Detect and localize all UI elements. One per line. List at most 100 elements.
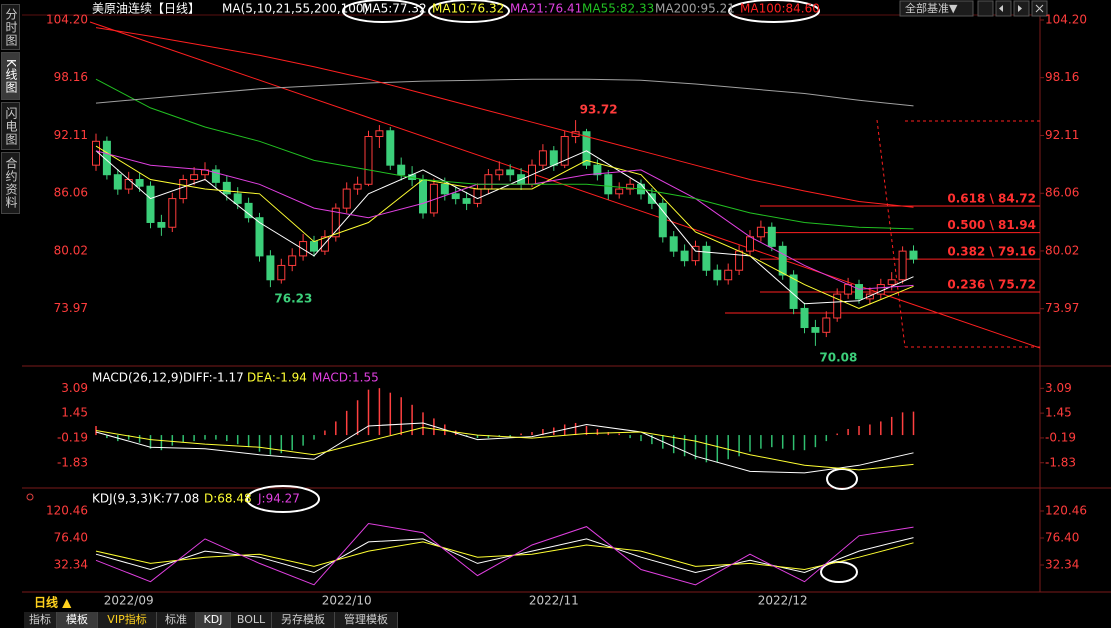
candle-body bbox=[462, 198, 471, 204]
period-button[interactable]: 日线 ▲ bbox=[34, 595, 72, 610]
bottom-tab[interactable]: 管理模板 bbox=[335, 612, 398, 628]
legend-entry: MA21:76.41 bbox=[510, 2, 582, 16]
panel-title: 美原油连续【日线】 bbox=[92, 1, 200, 16]
base-selector-box[interactable] bbox=[899, 0, 974, 17]
legend-entry: MA200:95.21 bbox=[655, 2, 735, 16]
candle-body bbox=[746, 236, 754, 252]
y-tick-label: 76.40 bbox=[54, 530, 88, 544]
legend-entry: MACD:1.55 bbox=[312, 371, 379, 385]
candle-body bbox=[211, 169, 220, 183]
candle-body bbox=[811, 327, 820, 333]
y-tick-label: 120.46 bbox=[46, 504, 88, 518]
ma-label: MA(5,10,21,55,200,100) bbox=[222, 2, 368, 16]
candle-body bbox=[604, 174, 613, 195]
candle-body bbox=[386, 130, 395, 166]
y-tick-label: -0.19 bbox=[57, 430, 88, 444]
prev-button[interactable] bbox=[995, 0, 1012, 17]
candle-body bbox=[222, 181, 231, 195]
candle-body bbox=[767, 226, 776, 247]
bottom-tab[interactable]: 另存模板 bbox=[272, 612, 335, 628]
bottom-tab[interactable]: KDJ bbox=[196, 612, 231, 628]
highlight-ellipse bbox=[342, 0, 424, 23]
y-tick-label: 73.97 bbox=[1045, 301, 1079, 315]
candle-body bbox=[168, 198, 177, 228]
y-tick-label: 32.34 bbox=[1045, 557, 1079, 571]
highlight-ellipse bbox=[728, 0, 820, 23]
legend-entry: J:94.27 bbox=[257, 492, 300, 506]
candle-body bbox=[756, 226, 765, 238]
y-tick-label: 120.46 bbox=[1045, 504, 1087, 518]
side-tab[interactable]: 合约资料 bbox=[1, 152, 20, 214]
indicator-line bbox=[95, 78, 914, 230]
highlight-ellipse bbox=[428, 0, 510, 23]
x-tick-label: 2022/10 bbox=[322, 594, 372, 608]
indicator-line bbox=[95, 522, 914, 586]
y-tick-label: -1.83 bbox=[1045, 455, 1076, 469]
candle-body bbox=[157, 221, 166, 228]
candle-body bbox=[560, 136, 569, 166]
y-tick-label: 80.02 bbox=[54, 243, 88, 257]
candle-body bbox=[593, 164, 602, 176]
bottom-tab[interactable]: BOLL bbox=[231, 612, 272, 628]
y-tick-label: 1.45 bbox=[1045, 406, 1072, 420]
bottom-tab[interactable]: 指标 bbox=[24, 612, 57, 628]
candle-body bbox=[277, 264, 286, 281]
panel-icon bbox=[26, 493, 34, 501]
candle-body bbox=[495, 169, 504, 176]
bottom-tab[interactable]: 模板 bbox=[57, 612, 98, 628]
x-tick-label: 2022/09 bbox=[104, 594, 154, 608]
candle-body bbox=[735, 250, 744, 271]
candle-body bbox=[724, 269, 733, 281]
y-tick-label: 92.11 bbox=[54, 128, 88, 142]
candle-body bbox=[647, 193, 656, 204]
y-tick-label: -0.19 bbox=[1045, 430, 1076, 444]
base-selector[interactable]: 全部基准▼ bbox=[905, 1, 958, 15]
bottom-tab[interactable]: 标准 bbox=[157, 612, 196, 628]
y-tick-label: 3.09 bbox=[61, 381, 88, 395]
legend-entry: MA100:84.60 bbox=[740, 2, 820, 16]
side-tab[interactable]: 闪电图 bbox=[1, 102, 20, 150]
candle-body bbox=[124, 178, 133, 190]
grid-button[interactable] bbox=[977, 0, 994, 17]
fib-label: 0.236 \ 75.72 bbox=[947, 278, 1036, 292]
highlight-ellipse bbox=[826, 468, 858, 490]
candle-body bbox=[364, 136, 373, 185]
legend-entry: MA5:77.32 bbox=[362, 2, 427, 16]
y-tick-label: 98.16 bbox=[54, 70, 88, 84]
bottom-tab[interactable]: VIP指标 bbox=[98, 612, 157, 628]
y-tick-label: 98.16 bbox=[1045, 70, 1079, 84]
y-tick-label: 1.45 bbox=[61, 406, 88, 420]
legend-entry: DIFF:-1.17 bbox=[183, 371, 244, 385]
y-tick-label: 76.40 bbox=[1045, 530, 1079, 544]
legend-entry: DEA:-1.94 bbox=[247, 371, 307, 385]
indicator-line bbox=[95, 422, 914, 474]
candle-body bbox=[179, 178, 188, 200]
candle-body bbox=[440, 183, 449, 195]
candle-body bbox=[473, 188, 482, 204]
indicator-line bbox=[95, 537, 914, 574]
candle-body bbox=[353, 183, 362, 190]
candle-body bbox=[375, 130, 384, 138]
indicator-line bbox=[95, 27, 914, 208]
candle-body bbox=[310, 241, 318, 252]
candle-body bbox=[135, 178, 144, 187]
candle-body bbox=[909, 250, 918, 260]
extreme-label: 93.72 bbox=[580, 103, 618, 117]
candle-body bbox=[146, 185, 155, 223]
candle-body bbox=[113, 174, 122, 190]
side-tab[interactable]: 分时图 bbox=[1, 4, 20, 50]
indicator-line bbox=[95, 541, 914, 571]
y-tick-label: 104.20 bbox=[1045, 13, 1087, 27]
y-tick-label: 86.06 bbox=[1045, 186, 1079, 200]
candle-body bbox=[549, 150, 558, 166]
y-tick-label: 92.11 bbox=[1045, 128, 1079, 142]
candle-body bbox=[582, 131, 591, 166]
indicator-line bbox=[95, 150, 914, 305]
candle-body bbox=[419, 178, 427, 214]
fib-diagonal bbox=[876, 119, 906, 348]
fib-label: 0.500 \ 81.94 bbox=[947, 218, 1036, 232]
side-tab[interactable]: K线图 bbox=[1, 52, 20, 100]
candle-body bbox=[266, 255, 275, 281]
candle-body bbox=[233, 193, 242, 204]
